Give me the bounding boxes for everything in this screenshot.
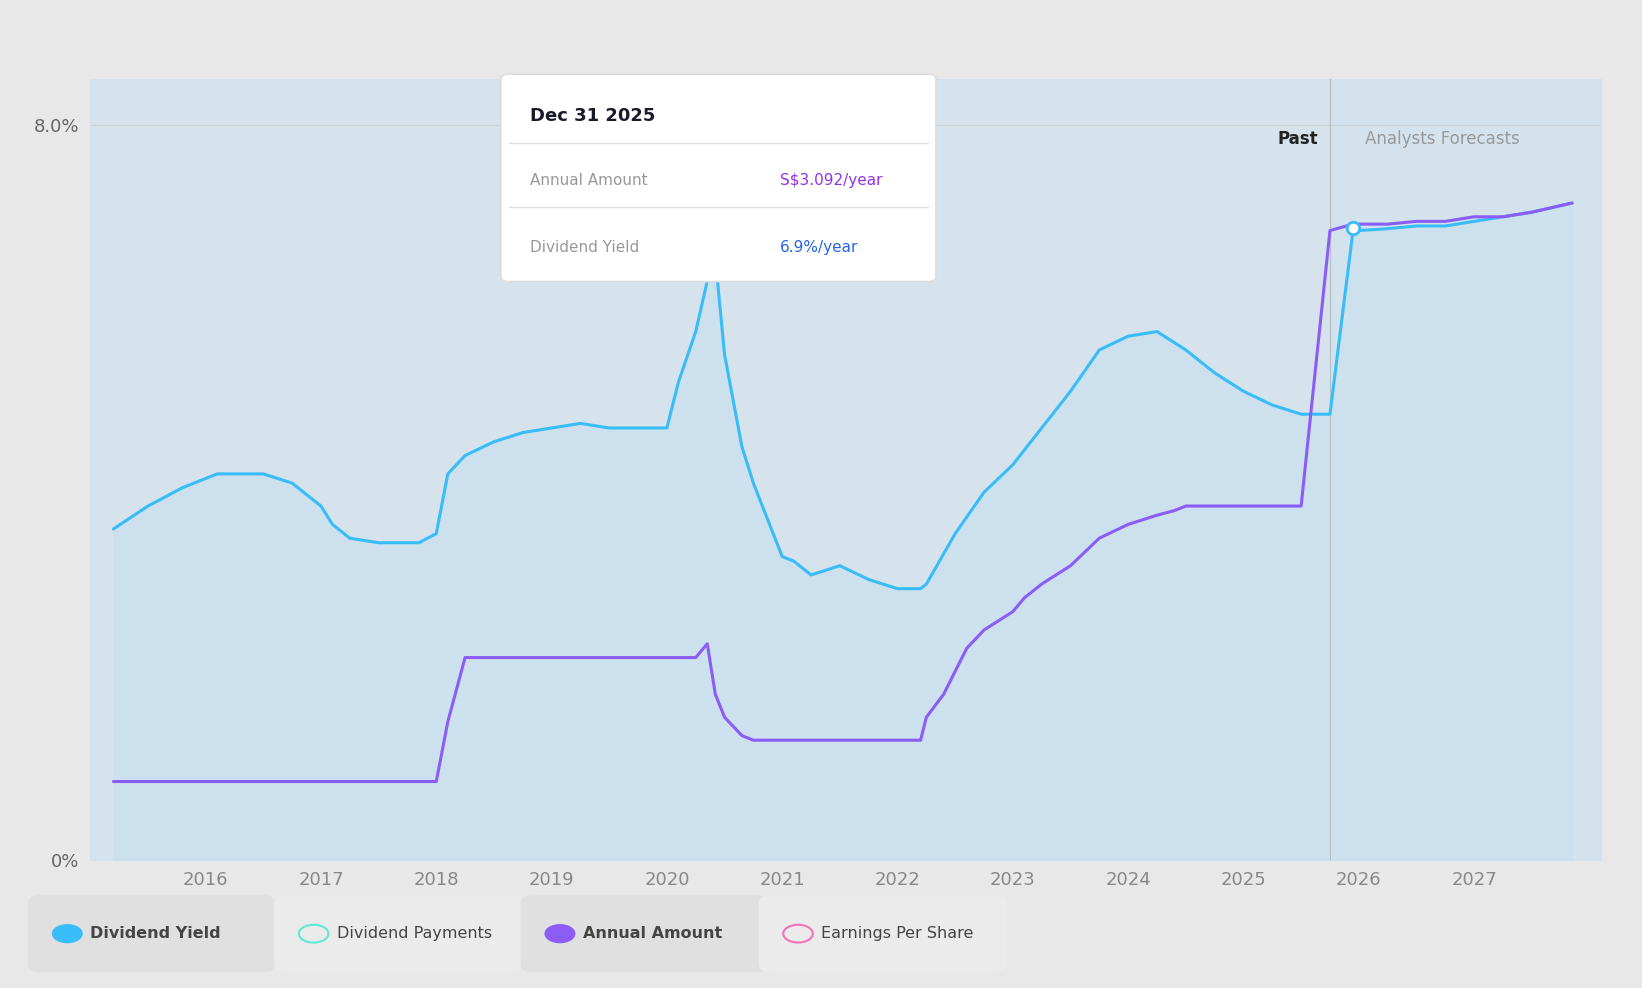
Text: Analysts Forecasts: Analysts Forecasts <box>1365 129 1519 147</box>
Text: Annual Amount: Annual Amount <box>583 926 722 942</box>
Text: Dividend Yield: Dividend Yield <box>90 926 222 942</box>
Text: 6.9%/year: 6.9%/year <box>780 240 859 255</box>
Text: Dividend Yield: Dividend Yield <box>530 240 640 255</box>
Text: S$3.092/year: S$3.092/year <box>780 173 882 188</box>
Text: Earnings Per Share: Earnings Per Share <box>821 926 974 942</box>
Text: Past: Past <box>1277 129 1319 147</box>
Text: Dividend Payments: Dividend Payments <box>337 926 491 942</box>
Text: Annual Amount: Annual Amount <box>530 173 649 188</box>
Text: Dec 31 2025: Dec 31 2025 <box>530 107 655 124</box>
